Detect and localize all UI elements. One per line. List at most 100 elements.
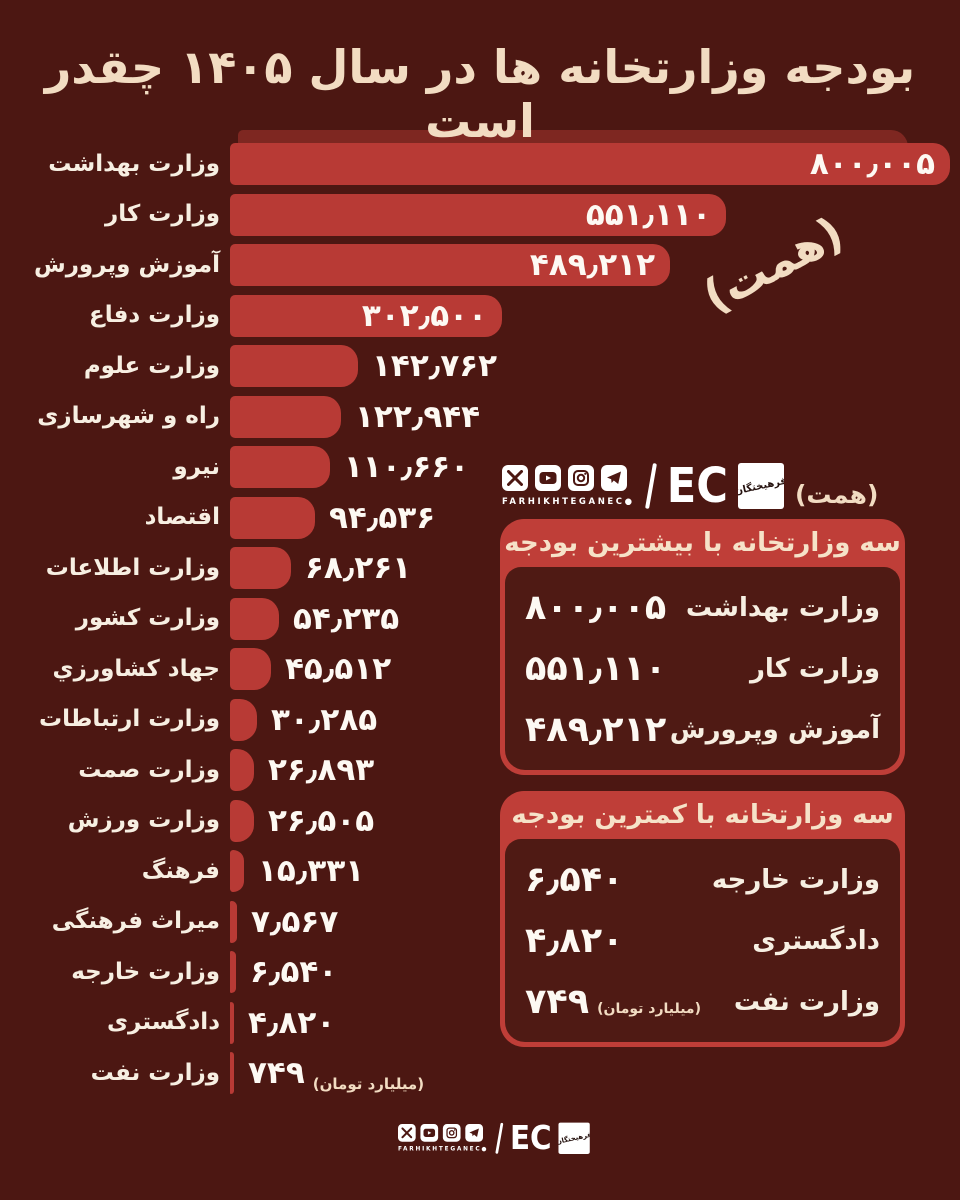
bar-row: وزارت ورزش ۲۶٫۵۰۵ bbox=[0, 796, 960, 847]
youtube-icon bbox=[535, 465, 561, 491]
budget-bar bbox=[230, 850, 244, 893]
lowest-three-budgets-box: سه وزارتخانه با کمترین بودجه وزارت خارجه… bbox=[500, 791, 905, 1047]
budget-value-cell: ۴٫۸۲۰ bbox=[525, 921, 624, 961]
budget-value: ۴۸۹٫۲۱۲ bbox=[525, 709, 667, 750]
telegram-icon bbox=[601, 465, 627, 491]
box-row: وزارت نفت ۷۴۹ (میلیارد تومان) bbox=[525, 971, 880, 1032]
ministry-label: وزارت کار bbox=[104, 201, 220, 228]
x-icon bbox=[398, 1124, 416, 1142]
budget-value: ۶۸٫۲۶۱ bbox=[305, 550, 412, 587]
box-row: وزارت بهداشت ۸۰۰٫۰۰۵ bbox=[525, 577, 880, 638]
bar-row: جهاد کشاورزي ۴۵٫۵۱۲ bbox=[0, 644, 960, 695]
social-icons-block: FARHIKHTEGANEC● bbox=[398, 1124, 488, 1153]
youtube-icon bbox=[420, 1124, 439, 1142]
budget-value: ۴۸۹٫۲۱۲ bbox=[529, 247, 655, 284]
bar-row: دادگستری ۴٫۸۲۰ bbox=[0, 998, 960, 1049]
logo-divider bbox=[644, 463, 657, 509]
budget-value: ۵۵۱٫۱۱۰ bbox=[525, 648, 667, 689]
ministry-label: وزارت نفت bbox=[90, 1059, 220, 1086]
bar-row: وزارت اطلاعات ۶۸٫۲۶۱ bbox=[0, 543, 960, 594]
brand-text: FARHIKHTEGANEC● bbox=[398, 1145, 489, 1153]
budget-value: ۵۵۱٫۱۱۰ bbox=[585, 196, 711, 233]
budget-value: ۱۵٫۳۳۱ bbox=[258, 853, 365, 890]
ministry-label: وزارت خارجه bbox=[711, 864, 880, 895]
budget-value: ۳۰٫۲۸۵ bbox=[271, 701, 378, 738]
ministry-label: وزارت بهداشت bbox=[48, 150, 220, 177]
bar-row: میراث فرهنگی ۷٫۵۶۷ bbox=[0, 897, 960, 948]
ministry-label: وزارت نفت bbox=[733, 986, 880, 1017]
budget-value-cell: ۴۸۹٫۲۱۲ bbox=[525, 710, 666, 750]
instagram-icon bbox=[442, 1124, 461, 1142]
budget-bar bbox=[230, 648, 271, 691]
budget-value: ۴٫۸۲۰ bbox=[248, 1004, 336, 1041]
box-header: سه وزارتخانه با کمترین بودجه bbox=[511, 800, 894, 830]
ec-logo-text: EC bbox=[666, 458, 728, 514]
bar-row: آموزش وپرورش ۴۸۹٫۲۱۲ bbox=[0, 240, 960, 291]
budget-value: ۲۶٫۵۰۵ bbox=[268, 802, 375, 839]
farhikhtegan-calligraphy-logo: فرهیختگان bbox=[558, 1122, 590, 1154]
bar-row: وزارت علوم ۱۴۲٫۷۶۲ bbox=[0, 341, 960, 392]
budget-bar bbox=[230, 1052, 234, 1095]
budget-value: ۹۴٫۵۳۶ bbox=[329, 499, 436, 536]
budget-bar bbox=[230, 698, 257, 741]
budget-value-cell: ۵۵۱٫۱۱۰ bbox=[525, 649, 666, 689]
budget-bar bbox=[230, 345, 358, 388]
budget-value: ۵۴٫۲۳۵ bbox=[293, 600, 400, 637]
budget-bar bbox=[230, 496, 315, 539]
budget-value: ۶٫۵۴۰ bbox=[525, 859, 624, 900]
publisher-logo: FARHIKHTEGANEC● EC فرهیختگان bbox=[502, 462, 784, 510]
unit-note: (میلیارد تومان) bbox=[597, 1000, 701, 1017]
ministry-label: میراث فرهنگی bbox=[51, 908, 220, 935]
budget-bar: ۵۵۱٫۱۱۰ bbox=[230, 193, 726, 236]
budget-value-cell: ۶٫۵۴۰ bbox=[525, 860, 624, 900]
budget-bar: ۴۸۹٫۲۱۲ bbox=[230, 244, 670, 287]
x-icon bbox=[502, 465, 528, 491]
budget-bar bbox=[230, 547, 291, 590]
ministry-label: وزارت کار bbox=[749, 653, 880, 684]
ministry-label: وزارت بهداشت bbox=[685, 592, 880, 623]
instagram-icon bbox=[568, 465, 594, 491]
farhikhtegan-calligraphy-logo: فرهیختگان bbox=[737, 463, 784, 509]
ministry-label: دادگستری bbox=[752, 925, 880, 956]
ministry-label: جهاد کشاورزي bbox=[52, 655, 220, 682]
box-row: آموزش وپرورش ۴۸۹٫۲۱۲ bbox=[525, 699, 880, 760]
budget-value: ۴٫۸۲۰ bbox=[525, 920, 624, 961]
ministry-label: وزارت ورزش bbox=[67, 807, 220, 834]
budget-value: ۷٫۵۶۷ bbox=[251, 903, 339, 940]
ministry-label: وزارت ارتباطات bbox=[39, 706, 220, 733]
unit-note: (میلیارد تومان) bbox=[312, 1074, 425, 1093]
ministry-label: آموزش وپرورش bbox=[669, 714, 880, 745]
ministry-label: وزارت دفاع bbox=[89, 302, 220, 329]
bar-row: وزارت خارجه ۶٫۵۴۰ bbox=[0, 947, 960, 998]
budget-bar bbox=[230, 799, 254, 842]
ministry-label: وزارت علوم bbox=[83, 352, 220, 379]
box-header: سه وزارتخانه با بیشترین بودجه bbox=[504, 528, 901, 558]
bar-row: راه و شهرسازی ۱۲۲٫۹۴۴ bbox=[0, 392, 960, 443]
budget-bar: ۸۰۰٫۰۰۵ bbox=[230, 130, 950, 186]
ministry-label: فرهنگ bbox=[141, 857, 220, 884]
bar-row: وزارت کشور ۵۴٫۲۳۵ bbox=[0, 594, 960, 645]
ministry-label: دادگستری bbox=[106, 1009, 220, 1036]
bar-row: وزارت دفاع ۳۰۲٫۵۰۰ bbox=[0, 291, 960, 342]
budget-bar bbox=[230, 900, 237, 943]
ministry-label: آموزش وپرورش bbox=[33, 251, 220, 278]
budget-value: ۱۱۰٫۶۶۰ bbox=[344, 449, 470, 486]
ministry-label: راه و شهرسازی bbox=[37, 403, 220, 430]
page-title: بودجه وزارتخانه ها در سال ۱۴۰۵ چقدر است bbox=[44, 40, 916, 148]
bar-row: اقتصاد ۹۴٫۵۳۶ bbox=[0, 493, 960, 544]
bar-row: وزارت بهداشت ۸۰۰٫۰۰۵ bbox=[0, 130, 960, 190]
ministry-label: اقتصاد bbox=[144, 504, 220, 531]
budget-bar bbox=[230, 597, 279, 640]
ministry-label: نیرو bbox=[173, 453, 220, 480]
bar-row: وزارت صمت ۲۶٫۸۹۳ bbox=[0, 745, 960, 796]
budget-value: ۳۰۲٫۵۰۰ bbox=[361, 297, 487, 334]
budget-bar: ۳۰۲٫۵۰۰ bbox=[230, 294, 502, 337]
budget-value: ۱۲۲٫۹۴۴ bbox=[355, 398, 481, 435]
unit-annotation-small: (همت) bbox=[795, 480, 879, 509]
box-row: دادگستری ۴٫۸۲۰ bbox=[525, 910, 880, 971]
ministry-label: وزارت خارجه bbox=[71, 958, 220, 985]
telegram-icon bbox=[465, 1124, 483, 1142]
budget-value: ۷۴۹ bbox=[525, 981, 590, 1022]
box-row: وزارت خارجه ۶٫۵۴۰ bbox=[525, 849, 880, 910]
budget-value: ۸۰۰٫۰۰۵ bbox=[809, 146, 935, 183]
